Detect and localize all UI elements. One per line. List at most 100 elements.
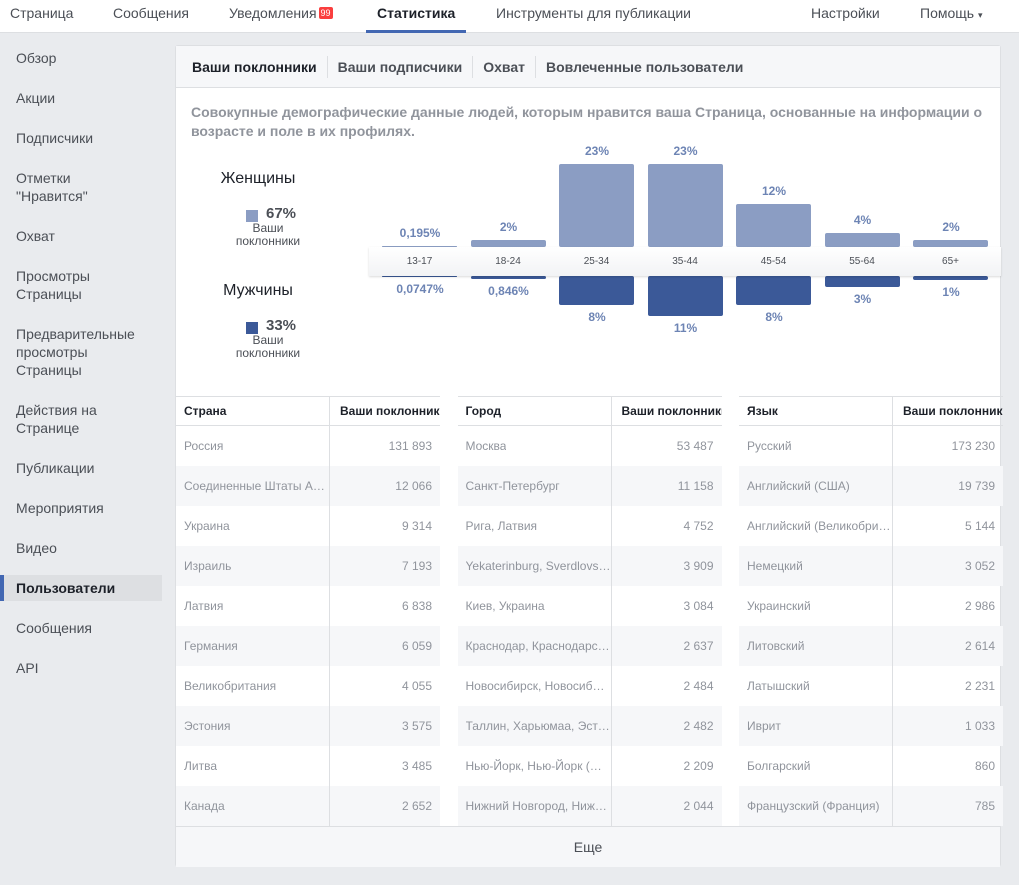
cell-name: Краснодар, Краснодарский край: [458, 626, 612, 666]
table-row: Израиль 7 193: [176, 546, 440, 586]
bar-men[interactable]: [470, 276, 546, 280]
bar-label-men: 8%: [765, 309, 783, 324]
tab-0[interactable]: Ваши поклонники: [182, 55, 328, 78]
column-header-fans[interactable]: Ваши поклонники: [621, 404, 722, 418]
tab-3[interactable]: Вовлеченные пользователи: [546, 58, 744, 75]
table-row: Французский (Франция) 785: [739, 786, 1003, 826]
cell-name-text: Иврит: [747, 719, 781, 733]
table-row: Украинский 2 986: [739, 586, 1003, 626]
cell-value: 2 482: [683, 719, 714, 733]
cell-name-text: Нью-Йорк, Нью-Йорк (штат): [465, 759, 611, 773]
table-row: Латвия 6 838: [176, 586, 440, 626]
table-row: Английский (США) 19 739: [739, 466, 1003, 506]
table-header: Язык Ваши поклонники: [739, 396, 1003, 426]
table-row: Нижний Новгород, Нижегородская область 2 …: [457, 786, 722, 826]
bar-label-women: 2%: [499, 219, 518, 234]
cell-name: Таллин, Харьюмаа, Эстония: [458, 706, 612, 746]
sidebar-item[interactable]: Предварительные просмотры Страницы: [16, 326, 135, 378]
nav-notifications[interactable]: Уведомления 99: [229, 5, 333, 33]
sidebar-item[interactable]: Просмотры Страницы: [16, 268, 90, 302]
cell-value: 3 485: [401, 759, 432, 773]
sidebar-item[interactable]: Пользователи: [0, 575, 162, 601]
column-header-fans[interactable]: Ваши поклонники: [340, 404, 440, 418]
cell-name-text: Латышский: [747, 679, 810, 693]
nav-statistics[interactable]: Статистика: [366, 5, 467, 33]
table-row: Соединенные Штаты Америки 12 066: [176, 466, 440, 506]
sidebar-item[interactable]: Подписчики: [16, 130, 94, 146]
cell-value: 3 575: [401, 719, 432, 733]
bar-men[interactable]: [824, 276, 900, 287]
more-button[interactable]: Еще: [176, 826, 1000, 867]
nav-settings[interactable]: Настройки: [811, 5, 880, 21]
cell-name: Москва: [458, 426, 612, 466]
bar-women[interactable]: [470, 239, 546, 247]
cell-name-text: Новосибирск, Новосибирская область: [465, 679, 611, 693]
bar-label-men: 1%: [942, 284, 960, 299]
nav-messages[interactable]: Сообщения: [113, 5, 189, 21]
table-row: Великобритания 4 055: [176, 666, 440, 706]
column-header-fans[interactable]: Ваши поклонники: [903, 404, 1003, 418]
nav-help[interactable]: Помощь ▾: [920, 5, 983, 33]
bar-men[interactable]: [382, 276, 457, 277]
cell-value: 173 230: [951, 439, 995, 453]
bar-women[interactable]: [382, 246, 457, 247]
bar-label-men: 0,846%: [488, 284, 529, 299]
bar-women[interactable]: [913, 239, 988, 247]
sidebar-item[interactable]: Отметки "Нравится": [16, 170, 88, 204]
table-row: Россия 131 893: [176, 426, 440, 466]
table-row: Германия 6 059: [176, 626, 440, 666]
tab-2[interactable]: Охват: [473, 55, 536, 78]
nav-notifications-label: Уведомления: [229, 5, 317, 21]
cell-value: 4 752: [683, 519, 714, 533]
bar-men[interactable]: [913, 276, 988, 280]
nav-publishing-tools[interactable]: Инструменты для публикации: [496, 5, 691, 21]
sidebar-item[interactable]: Обзор: [16, 50, 57, 66]
sidebar-item[interactable]: Действия на Странице: [16, 402, 97, 436]
cell-name-text: Нижний Новгород, Нижегородская область: [465, 799, 611, 813]
sidebar-item[interactable]: Видео: [16, 540, 57, 556]
table-row: Литва 3 485: [176, 746, 440, 786]
age-tick-label: 45-54: [760, 256, 787, 267]
cell-name-text: Великобритания: [184, 679, 277, 693]
cell-value: 12 066: [395, 479, 432, 493]
table-row: Краснодар, Краснодарский край 2 637: [457, 626, 722, 666]
sidebar-item[interactable]: Охват: [16, 228, 55, 244]
nav-page[interactable]: Страница: [10, 5, 74, 21]
table-row: Санкт-Петербург 11 158: [457, 466, 722, 506]
cell-value: 2 637: [683, 639, 714, 653]
sidebar-item[interactable]: Акции: [16, 90, 56, 106]
cell-name: Французский (Франция): [739, 786, 893, 826]
cell-name-text: Французский (Франция): [747, 799, 880, 813]
tab-bar: Ваши поклонники Ваши подписчики Охват Вовле…: [176, 46, 1000, 88]
bar-women[interactable]: [647, 164, 723, 247]
cell-value: 11 158: [677, 479, 714, 493]
bar-women[interactable]: [559, 164, 634, 247]
tab-1[interactable]: Ваши подписчики: [328, 55, 474, 78]
bar-men[interactable]: [647, 276, 723, 316]
sidebar: Обзор Акции Подписчики Отметки "Нравится" Ох…: [0, 45, 162, 695]
bar-label-men: 3%: [853, 291, 872, 306]
bar-label-men: 0,0747%: [396, 282, 444, 296]
column-header-name[interactable]: Город: [458, 397, 612, 425]
bar-men[interactable]: [559, 276, 634, 305]
cell-name: Нижний Новгород, Нижегородская область: [458, 786, 612, 826]
cell-name-text: Литовский: [747, 639, 805, 653]
bar-women[interactable]: [736, 203, 811, 247]
bar-women[interactable]: [824, 232, 900, 247]
bar-men[interactable]: [736, 276, 811, 305]
sidebar-item[interactable]: Мероприятия: [16, 500, 104, 516]
cell-name: Литовский: [739, 626, 893, 666]
description: Совокупные демографические данные людей,…: [191, 104, 983, 139]
age-tick-label: 55-64: [849, 256, 875, 267]
cell-name: Киев, Украина: [458, 586, 612, 626]
cell-name-text: Латвия: [184, 599, 224, 613]
column-header-name[interactable]: Язык: [739, 397, 893, 425]
cell-name-text: Германия: [184, 639, 238, 653]
column-header-name[interactable]: Страна: [176, 397, 330, 425]
sidebar-item[interactable]: API: [16, 660, 39, 676]
sidebar-item[interactable]: Сообщения: [16, 620, 92, 636]
women-label: Женщины: [220, 170, 296, 187]
cell-value: 2 986: [964, 599, 995, 613]
age-tick-label: 65+: [942, 256, 959, 267]
sidebar-item[interactable]: Публикации: [16, 460, 95, 476]
